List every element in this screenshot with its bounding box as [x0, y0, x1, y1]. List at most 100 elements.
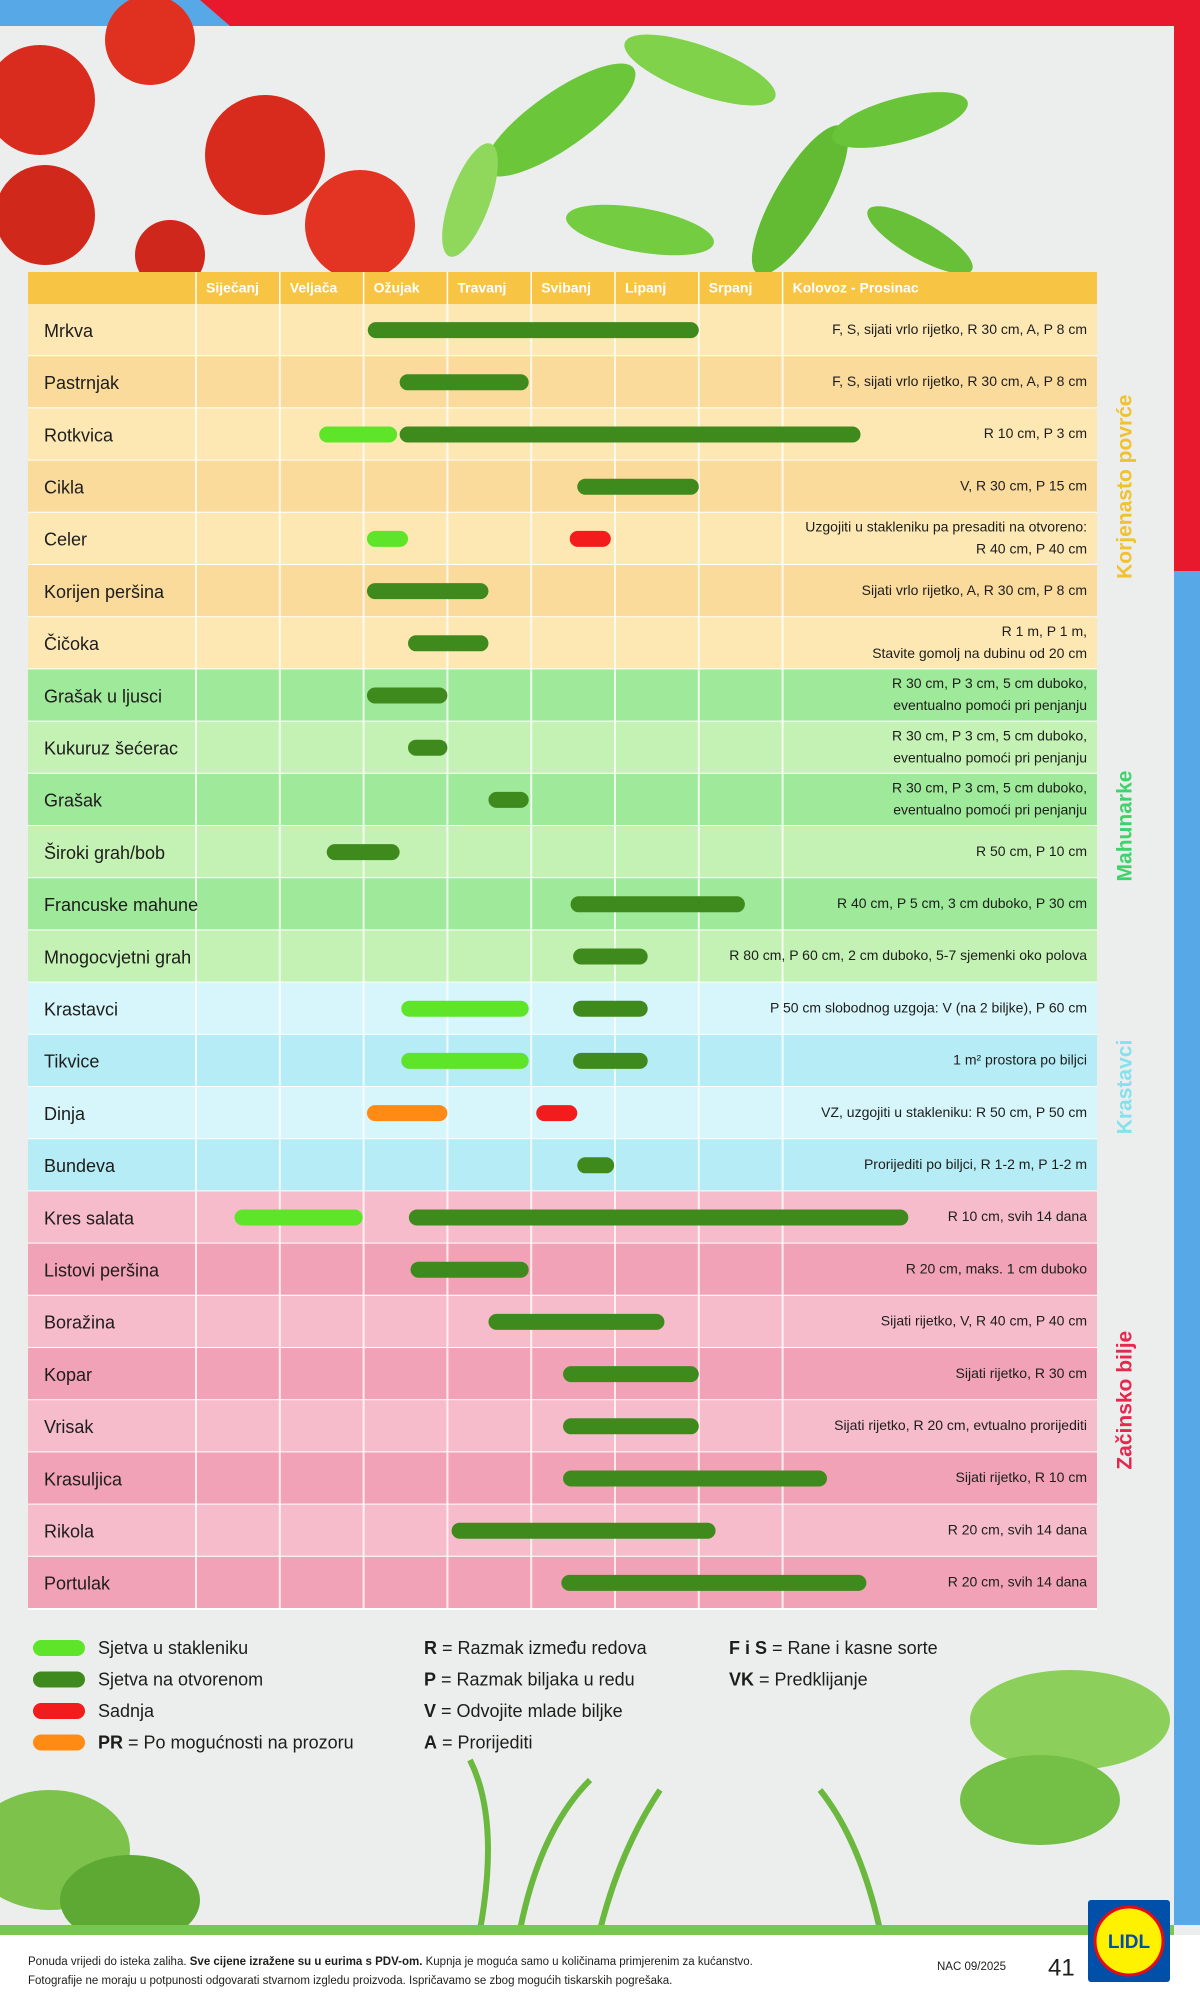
plant-note: F, S, sijati vrlo rijetko, R 30 cm, A, P…	[832, 321, 1087, 337]
plant-name: Grašak	[44, 791, 103, 811]
logo-text: LIDL	[1108, 1932, 1151, 1953]
legend-text: PR = Po mogućnosti na prozoru	[98, 1732, 354, 1752]
legend-text: P = Razmak biljaka u redu	[424, 1669, 635, 1689]
legend-desc: = Odvojite mlade biljke	[436, 1701, 623, 1721]
plant-note: Uzgojiti u stakleniku pa presaditi na ot…	[805, 519, 1087, 535]
legend-text: A = Prorijediti	[424, 1732, 533, 1752]
plant-name: Krasuljica	[44, 1469, 123, 1489]
header-row	[28, 272, 1097, 304]
plant-name: Francuske mahune	[44, 895, 198, 915]
plant-note: eventualno pomoći pri penjanju	[893, 697, 1087, 713]
sowing-bar	[563, 1470, 828, 1487]
sowing-bar	[399, 426, 861, 443]
sowing-bar	[573, 948, 648, 965]
row-background	[28, 1348, 1097, 1401]
plant-name: Čičoka	[44, 633, 100, 654]
planting-table: Siječanj Veljača Ožujak Travanj Svibanj Lipan…	[28, 272, 1137, 1610]
legend-swatch	[33, 1734, 85, 1751]
plant-note: VZ, uzgojiti u stakleniku: R 50 cm, P 50…	[821, 1104, 1087, 1120]
row-background	[28, 617, 1097, 670]
legend-desc: Sjetva u stakleniku	[98, 1638, 248, 1658]
footer-part: Sve cijene izražene su u eurima s PDV-om…	[190, 1956, 423, 1968]
plant-name: Kopar	[44, 1365, 92, 1385]
legend-swatch	[33, 1640, 85, 1656]
row-background	[28, 826, 1097, 879]
legend-text: F i S = Rane i kasne sorte	[729, 1638, 938, 1658]
plant-note: Sijati rijetko, V, R 40 cm, P 40 cm	[881, 1313, 1087, 1329]
group-label: Začinsko bilje	[1114, 1331, 1137, 1470]
sowing-bar	[563, 1418, 699, 1435]
legend-desc: Sjetva na otvorenom	[98, 1669, 263, 1689]
plant-note: R 40 cm, P 5 cm, 3 cm duboko, P 30 cm	[837, 895, 1087, 911]
plant-note: F, S, sijati vrlo rijetko, R 30 cm, A, P…	[832, 373, 1087, 389]
sowing-bar	[234, 1209, 363, 1226]
plant-note: V, R 30 cm, P 15 cm	[960, 477, 1087, 493]
sowing-bar	[577, 1157, 615, 1174]
plant-note: eventualno pomoći pri penjanju	[893, 749, 1087, 765]
page-number: 41	[1048, 1954, 1075, 1981]
month-label: Ožujak	[374, 280, 420, 296]
sowing-bar	[366, 530, 409, 547]
row-background	[28, 1034, 1097, 1087]
footer: Ponuda vrijedi do isteka zaliha. Sve cij…	[0, 1900, 1200, 2013]
sowing-bar	[451, 1522, 716, 1539]
plant-note: Sijati rijetko, R 20 cm, evtualno prorij…	[834, 1417, 1087, 1433]
sowing-bar	[366, 687, 448, 704]
edge-blue	[1174, 571, 1200, 1925]
plant-name: Kres salata	[44, 1208, 135, 1228]
row-background	[28, 721, 1097, 774]
plant-note: Stavite gomolj na dubinu od 20 cm	[872, 645, 1087, 661]
plant-note: Sijati rijetko, R 30 cm	[956, 1365, 1087, 1381]
sowing-bar	[366, 583, 489, 600]
legend-desc: = Po mogućnosti na prozoru	[123, 1732, 354, 1752]
legend-text: V = Odvojite mlade biljke	[424, 1701, 623, 1721]
sowing-bar	[408, 739, 448, 756]
plant-name: Tikvice	[44, 1052, 99, 1072]
legend-swatch	[33, 1671, 85, 1688]
footer-band	[0, 1935, 1200, 2013]
plant-name: Portulak	[44, 1574, 111, 1594]
footer-line: Fotografije ne moraju u potpunosti odgov…	[28, 1975, 672, 1987]
plant-note: R 50 cm, P 10 cm	[976, 843, 1087, 859]
sowing-bar	[561, 1574, 867, 1591]
legend-desc: = Rane i kasne sorte	[767, 1638, 938, 1658]
group-label: Krastavci	[1114, 1040, 1137, 1135]
sowing-bar	[408, 635, 489, 652]
sowing-bar	[563, 1366, 699, 1383]
sowing-bar	[326, 844, 400, 861]
plant-note: R 80 cm, P 60 cm, 2 cm duboko, 5-7 sjeme…	[729, 947, 1087, 963]
sowing-bar	[570, 896, 745, 913]
legend-text: Sadnja	[98, 1701, 155, 1721]
sowing-bar	[410, 1261, 529, 1278]
month-label: Travanj	[457, 280, 506, 296]
legend-key: F i S	[729, 1638, 767, 1658]
plant-name: Krastavci	[44, 999, 118, 1019]
plant-name: Rotkvica	[44, 425, 114, 445]
legend-key: A	[424, 1732, 437, 1752]
legend-desc: = Predklijanje	[754, 1669, 868, 1689]
plant-note: Sijati vrlo rijetko, A, R 30 cm, P 8 cm	[862, 582, 1087, 598]
footer-line: Ponuda vrijedi do isteka zaliha. Sve cij…	[28, 1956, 753, 1968]
sowing-bar	[569, 530, 611, 547]
row-background	[28, 356, 1097, 409]
row-background	[28, 930, 1097, 983]
plant-note: R 40 cm, P 40 cm	[976, 541, 1087, 557]
row-background	[28, 1243, 1097, 1296]
plant-name: Mnogocvjetni grah	[44, 947, 191, 967]
legend-text: VK = Predklijanje	[729, 1669, 868, 1689]
plant-note: eventualno pomoći pri penjanju	[893, 802, 1087, 818]
month-label: Kolovoz - Prosinac	[793, 280, 919, 296]
month-label: Siječanj	[206, 280, 259, 296]
month-label: Svibanj	[541, 280, 591, 296]
plant-name: Vrisak	[44, 1417, 94, 1437]
month-label: Lipanj	[625, 280, 666, 296]
plant-note: R 20 cm, svih 14 dana	[948, 1521, 1088, 1537]
group-label: Korjenasto povrće	[1114, 395, 1137, 579]
row-background	[28, 460, 1097, 513]
plant-note: 1 m² prostora po biljci	[953, 1052, 1087, 1068]
footer-part: Ponuda vrijedi do isteka zaliha.	[28, 1956, 190, 1968]
plant-name: Mrkva	[44, 321, 94, 341]
footer-part: Kupnja je moguća samo u količinama primj…	[422, 1956, 752, 1968]
